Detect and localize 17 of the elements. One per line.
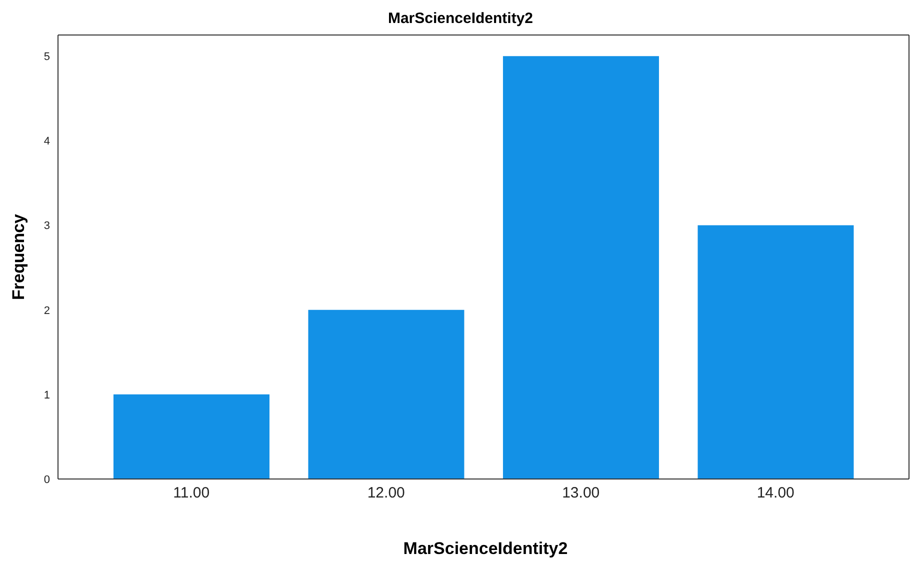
y-tick-label: 3 (44, 220, 50, 232)
y-tick-label: 5 (44, 51, 50, 64)
y-tick-label: 1 (44, 389, 50, 402)
bar (502, 56, 659, 479)
x-tick-label: 12.00 (367, 484, 405, 502)
x-tick-label: 14.00 (756, 484, 794, 502)
y-tick-label: 2 (44, 304, 50, 317)
bar (113, 394, 270, 479)
y-axis-title: Frequency (9, 213, 28, 300)
x-tick-label: 13.00 (562, 484, 600, 502)
bar (698, 225, 854, 479)
chart-title: MarScienceIdentity2 (386, 10, 534, 27)
x-tick-label: 11.00 (173, 484, 210, 502)
x-axis-title: MarScienceIdentity2 (402, 539, 569, 559)
bar (308, 310, 464, 479)
y-tick-label: 4 (44, 136, 50, 148)
y-tick-label: 0 (44, 474, 50, 486)
